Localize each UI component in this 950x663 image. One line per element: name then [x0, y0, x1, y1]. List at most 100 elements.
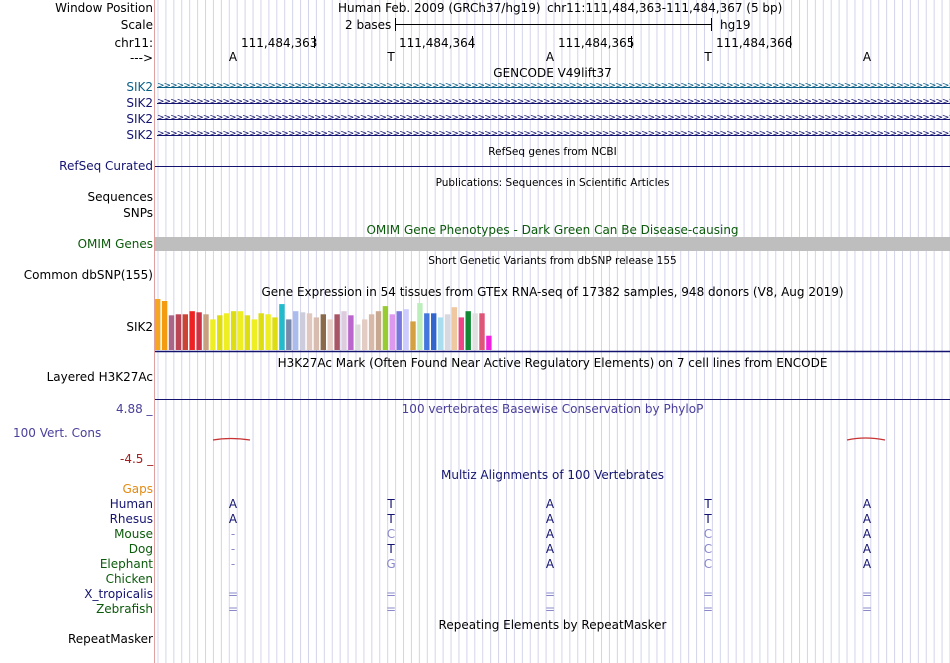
gtex-tissue-bar[interactable]	[472, 313, 478, 350]
gtex-tissue-bar[interactable]	[189, 311, 195, 350]
gtex-tissue-bar[interactable]	[210, 319, 216, 350]
phylop-track-title[interactable]: 100 vertebrates Basewise Conservation by…	[401, 402, 704, 416]
gtex-tissue-bar[interactable]	[244, 315, 251, 350]
gtex-tissue-bar[interactable]	[486, 335, 492, 350]
gtex-tissue-bar[interactable]	[196, 312, 202, 350]
gtex-tissue-bar[interactable]	[182, 314, 188, 350]
gtex-tissue-bar[interactable]	[224, 313, 230, 350]
gtex-tissue-bar[interactable]	[313, 317, 320, 350]
gencode-item-label[interactable]: SIK2	[126, 112, 153, 126]
publications-track-title[interactable]: Publications: Sequences in Scientific Ar…	[435, 177, 670, 189]
species-label[interactable]: Dog	[128, 542, 153, 556]
gtex-tissue-bar[interactable]	[368, 314, 375, 350]
gtex-tissue-bar[interactable]	[258, 313, 264, 350]
omim-track-title[interactable]: OMIM Gene Phenotypes - Dark Green Can Be…	[366, 223, 739, 237]
aligned-base: =	[702, 602, 714, 616]
repeatmasker-label[interactable]: RepeatMasker	[67, 632, 153, 646]
gtex-tissue-bar[interactable]	[161, 301, 168, 350]
aligned-base: -	[230, 542, 236, 556]
species-label[interactable]: Zebrafish	[96, 602, 153, 616]
aligned-base: T	[387, 512, 395, 526]
species-label[interactable]: X_tropicalis	[84, 587, 153, 601]
refseq-gene-line[interactable]	[155, 166, 950, 167]
gtex-tissue-bar[interactable]	[479, 313, 485, 350]
gencode-item-label[interactable]: SIK2	[126, 128, 153, 142]
gtex-gene-label[interactable]: SIK2	[126, 320, 153, 334]
gtex-tissue-bar[interactable]	[334, 314, 340, 350]
gtex-tissue-bar[interactable]	[265, 314, 271, 350]
gtex-tissue-bar[interactable]	[293, 311, 299, 350]
gtex-tissue-bar[interactable]	[424, 313, 430, 350]
gtex-tissue-bar[interactable]	[251, 319, 257, 350]
gtex-tissue-bar[interactable]	[168, 315, 175, 350]
gtex-tissue-bar[interactable]	[389, 314, 395, 350]
gtex-tissue-bar[interactable]	[437, 317, 444, 350]
gtex-tissue-bar[interactable]	[355, 324, 361, 351]
gencode-track-title[interactable]: GENCODE V49lift37	[493, 66, 612, 80]
gtex-tissue-bar[interactable]	[299, 312, 306, 350]
phylop-conservation-plot[interactable]	[155, 430, 950, 450]
gtex-tissue-bar[interactable]	[306, 313, 313, 350]
gtex-bar-chart[interactable]	[155, 299, 950, 353]
gtex-tissue-bar[interactable]	[286, 319, 292, 350]
species-label[interactable]: Elephant	[99, 557, 153, 571]
gencode-transcript[interactable]: >>>>>>>>>>>>>>>>>>>>>>>>>>>>>>>>>>>>>>>>…	[157, 97, 950, 109]
window-position-label: Window Position	[55, 1, 153, 15]
gtex-tissue-bar[interactable]	[279, 304, 285, 350]
gtex-track-title[interactable]: Gene Expression in 54 tissues from GTEx …	[261, 285, 844, 299]
publications-sequences-label[interactable]: Sequences	[87, 190, 153, 204]
chrom-label: chr11:	[114, 36, 153, 50]
gtex-tissue-bar[interactable]	[410, 321, 416, 350]
gencode-item-label[interactable]: SIK2	[126, 80, 153, 94]
gtex-tissue-bar[interactable]	[444, 314, 451, 350]
aligned-base: =	[702, 587, 714, 601]
aligned-base: G	[386, 557, 396, 571]
gtex-tissue-bar[interactable]	[217, 315, 223, 350]
gtex-tissue-bar[interactable]	[403, 309, 409, 350]
gtex-tissue-bar[interactable]	[417, 303, 423, 350]
gencode-transcript[interactable]: >>>>>>>>>>>>>>>>>>>>>>>>>>>>>>>>>>>>>>>>…	[157, 113, 950, 125]
gtex-tissue-bar[interactable]	[396, 311, 402, 350]
gtex-tissue-bar[interactable]	[458, 317, 464, 350]
gencode-transcript[interactable]: >>>>>>>>>>>>>>>>>>>>>>>>>>>>>>>>>>>>>>>>…	[157, 129, 950, 141]
phylop-label[interactable]: 100 Vert. Cons	[13, 426, 102, 440]
gencode-transcript[interactable]: >>>>>>>>>>>>>>>>>>>>>>>>>>>>>>>>>>>>>>>>…	[157, 81, 950, 93]
multiz-track-title[interactable]: Multiz Alignments of 100 Vertebrates	[440, 468, 665, 482]
gtex-tissue-bar[interactable]	[382, 306, 389, 350]
aligned-base: A	[862, 512, 872, 526]
gtex-tissue-bar[interactable]	[362, 319, 368, 350]
gtex-tissue-bar[interactable]	[320, 314, 326, 350]
gtex-tissue-bar[interactable]	[341, 311, 347, 350]
gtex-tissue-bar[interactable]	[230, 311, 237, 350]
gtex-tissue-bar[interactable]	[451, 307, 458, 350]
strand-arrows: >>>>>>>>>>>>>>>>>>>>>>>>>>>>>>>>>>>>>>>>…	[157, 81, 950, 91]
gtex-tissue-bar[interactable]	[375, 311, 382, 350]
species-label[interactable]: Human	[109, 497, 153, 511]
gtex-tissue-bar[interactable]	[237, 311, 244, 350]
species-label[interactable]: Mouse	[114, 527, 153, 541]
multiz-gaps-label[interactable]: Gaps	[122, 482, 153, 496]
gtex-tissue-bar[interactable]	[465, 311, 471, 350]
gtex-tissue-bar[interactable]	[327, 319, 333, 350]
publications-snps-label[interactable]: SNPs	[123, 206, 153, 220]
gtex-tissue-bar[interactable]	[175, 314, 182, 350]
coord-label: 111,484,365	[558, 36, 635, 50]
omim-gene-bar[interactable]	[155, 237, 950, 251]
refseq-label[interactable]: RefSeq Curated	[59, 159, 153, 173]
repeatmasker-track-title[interactable]: Repeating Elements by RepeatMasker	[438, 618, 667, 632]
species-label[interactable]: Chicken	[105, 572, 153, 586]
refseq-track-title[interactable]: RefSeq genes from NCBI	[488, 146, 617, 158]
h3k27ac-label[interactable]: Layered H3K27Ac	[46, 370, 153, 384]
omim-label[interactable]: OMIM Genes	[77, 237, 153, 251]
gencode-item-label[interactable]: SIK2	[126, 96, 153, 110]
gtex-tissue-bar[interactable]	[203, 314, 209, 350]
gtex-tissue-bar[interactable]	[272, 317, 278, 350]
gtex-tissue-bar[interactable]	[348, 315, 354, 350]
species-label[interactable]: Rhesus	[109, 512, 153, 526]
dbsnp-label[interactable]: Common dbSNP(155)	[23, 268, 153, 282]
h3k27ac-track-title[interactable]: H3K27Ac Mark (Often Found Near Active Re…	[277, 356, 828, 370]
gtex-tissue-bar[interactable]	[155, 299, 161, 350]
dbsnp-track-title[interactable]: Short Genetic Variants from dbSNP releas…	[428, 255, 677, 267]
aligned-base: A	[228, 512, 238, 526]
gtex-tissue-bar[interactable]	[431, 313, 437, 350]
